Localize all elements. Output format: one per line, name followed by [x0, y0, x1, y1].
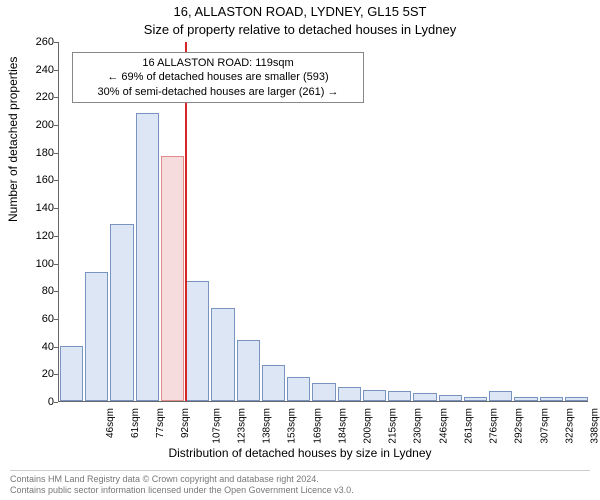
- annotation-box: 16 ALLASTON ROAD: 119sqm ← 69% of detach…: [72, 52, 364, 103]
- y-tick-label: 260: [14, 36, 54, 48]
- x-tick-label: 169sqm: [312, 408, 323, 444]
- histogram-bar: [211, 308, 234, 401]
- histogram-bar: [161, 156, 184, 401]
- chart-container: 16, ALLASTON ROAD, LYDNEY, GL15 5ST Size…: [0, 0, 600, 500]
- annotation-line-2: ← 69% of detached houses are smaller (59…: [79, 70, 357, 84]
- histogram-bar: [514, 397, 537, 401]
- y-tick-mark: [54, 236, 58, 237]
- x-tick-label: 107sqm: [211, 408, 222, 444]
- footer-line-1: Contains HM Land Registry data © Crown c…: [10, 474, 590, 485]
- y-tick-label: 240: [14, 64, 54, 76]
- y-tick-label: 20: [14, 368, 54, 380]
- y-tick-label: 160: [14, 174, 54, 186]
- histogram-bar: [136, 113, 159, 401]
- x-tick-label: 246sqm: [438, 408, 449, 444]
- y-tick-label: 100: [14, 258, 54, 270]
- y-tick-mark: [54, 319, 58, 320]
- x-axis-label: Distribution of detached houses by size …: [0, 446, 600, 460]
- y-tick-mark: [54, 264, 58, 265]
- histogram-bar: [565, 397, 588, 401]
- y-tick-label: 200: [14, 119, 54, 131]
- y-tick-mark: [54, 70, 58, 71]
- histogram-bar: [464, 397, 487, 401]
- histogram-bar: [262, 365, 285, 401]
- histogram-bar: [85, 272, 108, 401]
- x-tick-label: 77sqm: [155, 408, 166, 438]
- x-tick-label: 307sqm: [539, 408, 550, 444]
- footer: Contains HM Land Registry data © Crown c…: [10, 470, 590, 496]
- histogram-bar: [237, 340, 260, 401]
- annotation-line-3: 30% of semi-detached houses are larger (…: [79, 85, 357, 99]
- y-tick-label: 220: [14, 91, 54, 103]
- x-tick-label: 322sqm: [564, 408, 575, 444]
- histogram-bar: [287, 377, 310, 401]
- y-tick-label: 60: [14, 313, 54, 325]
- x-tick-label: 138sqm: [262, 408, 273, 444]
- y-tick-mark: [54, 208, 58, 209]
- histogram-bar: [363, 390, 386, 401]
- x-tick-label: 338sqm: [590, 408, 600, 444]
- y-tick-mark: [54, 125, 58, 126]
- y-tick-label: 40: [14, 341, 54, 353]
- y-tick-mark: [54, 347, 58, 348]
- x-tick-label: 61sqm: [130, 408, 141, 438]
- annotation-line-1: 16 ALLASTON ROAD: 119sqm: [79, 56, 357, 70]
- x-tick-label: 200sqm: [363, 408, 374, 444]
- x-tick-label: 215sqm: [388, 408, 399, 444]
- histogram-bar: [338, 387, 361, 401]
- x-tick-label: 123sqm: [236, 408, 247, 444]
- histogram-bar: [540, 397, 563, 401]
- histogram-bar: [489, 391, 512, 401]
- histogram-bar: [413, 393, 436, 401]
- x-tick-label: 276sqm: [489, 408, 500, 444]
- footer-line-2: Contains public sector information licen…: [10, 485, 590, 496]
- y-tick-mark: [54, 291, 58, 292]
- y-axis-label: Number of detached properties: [6, 57, 20, 222]
- x-tick-label: 184sqm: [337, 408, 348, 444]
- y-tick-label: 120: [14, 230, 54, 242]
- y-tick-mark: [54, 180, 58, 181]
- x-tick-label: 230sqm: [413, 408, 424, 444]
- y-tick-mark: [54, 97, 58, 98]
- y-tick-mark: [54, 402, 58, 403]
- y-tick-mark: [54, 42, 58, 43]
- y-tick-label: 80: [14, 285, 54, 297]
- chart-title-address: 16, ALLASTON ROAD, LYDNEY, GL15 5ST: [0, 4, 600, 19]
- y-tick-label: 0: [14, 396, 54, 408]
- histogram-bar: [439, 395, 462, 401]
- histogram-bar: [312, 383, 335, 401]
- y-tick-label: 140: [14, 202, 54, 214]
- x-tick-label: 261sqm: [464, 408, 475, 444]
- x-tick-label: 153sqm: [287, 408, 298, 444]
- y-tick-label: 180: [14, 147, 54, 159]
- x-tick-label: 46sqm: [105, 408, 116, 438]
- histogram-bar: [60, 346, 83, 401]
- histogram-bar: [110, 224, 133, 401]
- histogram-bar: [186, 281, 209, 401]
- y-tick-mark: [54, 374, 58, 375]
- y-tick-mark: [54, 153, 58, 154]
- x-tick-label: 292sqm: [514, 408, 525, 444]
- histogram-bar: [388, 391, 411, 401]
- chart-title-subtitle: Size of property relative to detached ho…: [0, 22, 600, 37]
- x-tick-label: 92sqm: [180, 408, 191, 438]
